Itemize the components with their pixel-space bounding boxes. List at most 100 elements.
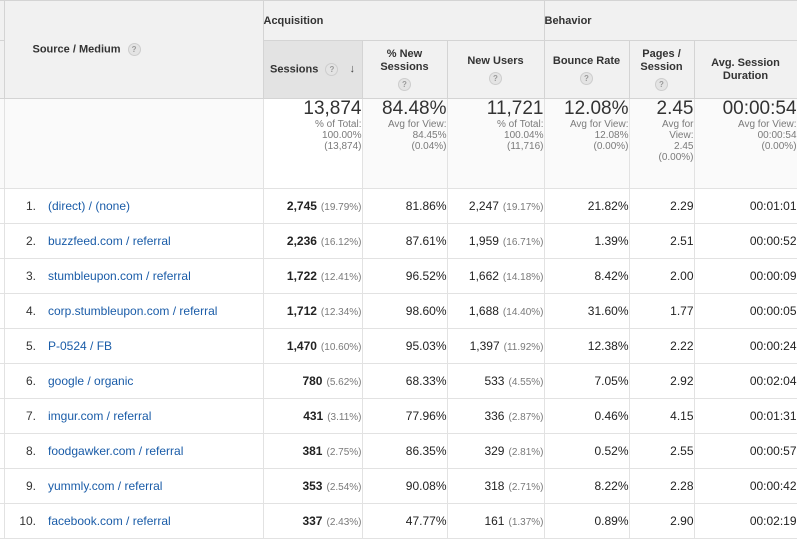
bounce-rate-column-header[interactable]: Bounce Rate ? (543, 40, 630, 99)
pct-new-sessions-cell: 86.35% (361, 433, 448, 469)
avg-session-duration-cell: 00:00:24 (693, 328, 797, 364)
sessions-cell: 1,722 (12.41%) (262, 258, 363, 294)
totals-pages-session: 2.45 Avg for View: 2.45 (0.00%) (628, 98, 695, 189)
table-row[interactable]: 5. P-0524 / FB 1,470 (10.60%) 95.03% 1,397 (11… (0, 328, 797, 364)
new-users-cell: 161 (1.37%) (446, 503, 545, 539)
source-medium-link[interactable]: google / organic (48, 374, 134, 388)
source-medium-link[interactable]: P-0524 / FB (48, 339, 113, 353)
sessions-percent: (12.41%) (320, 272, 362, 283)
help-icon[interactable]: ? (489, 71, 502, 85)
new-users-cell: 1,662 (14.18%) (446, 258, 545, 294)
pct-new-sessions-cell: 77.96% (361, 398, 448, 434)
table-row[interactable]: 3. stumbleupon.com / referral 1,722 (12.41%… (0, 258, 797, 294)
avg-session-duration-cell: 00:01:01 (693, 188, 797, 224)
new-users-percent: (14.40%) (502, 307, 544, 318)
pct-new-sessions-cell: 95.03% (361, 328, 448, 364)
table-row[interactable]: 8. foodgawker.com / referral 381 (2.75%) 86.… (0, 433, 797, 469)
table-row[interactable]: 4. corp.stumbleupon.com / referral 1,712 (1… (0, 293, 797, 329)
pct-new-sessions-cell: 90.08% (361, 468, 448, 504)
sessions-cell: 2,745 (19.79%) (262, 188, 363, 224)
help-icon[interactable]: ? (655, 78, 668, 91)
pct-new-sessions-column-header[interactable]: % New Sessions ? (361, 40, 448, 99)
table-row[interactable]: 7. imgur.com / referral 431 (3.11%) 77.96% 33… (0, 398, 797, 434)
new-users-percent: (14.18%) (502, 272, 544, 283)
help-icon[interactable]: ? (580, 71, 593, 85)
bounce-rate-cell: 21.82% (543, 188, 630, 224)
source-medium-link[interactable]: stumbleupon.com / referral (48, 269, 191, 283)
sessions-cell: 353 (2.54%) (262, 468, 363, 504)
source-medium-header[interactable]: Source / Medium ? (3, 0, 264, 99)
source-medium-link[interactable]: corp.stumbleupon.com / referral (48, 304, 218, 318)
source-medium-cell: google / organic (36, 363, 264, 399)
new-users-column-header[interactable]: New Users ? (446, 40, 545, 99)
pages-session-cell: 1.77 (628, 293, 695, 329)
sessions-percent: (16.12%) (320, 237, 362, 248)
acquisition-group-header: Acquisition (262, 0, 545, 41)
avg-session-duration-cell: 00:01:31 (693, 398, 797, 434)
behavior-group-header: Behavior (543, 0, 797, 41)
new-users-percent: (4.55%) (508, 377, 544, 388)
bounce-rate-cell: 0.89% (543, 503, 630, 539)
row-index: 9. (3, 468, 36, 504)
table-row[interactable]: 6. google / organic 780 (5.62%) 68.33% 533 (4.… (0, 363, 797, 399)
totals-sessions: 13,874 % of Total: 100.00% (13,874) (262, 98, 363, 189)
sessions-percent: (3.11%) (327, 412, 362, 423)
source-medium-cell: stumbleupon.com / referral (36, 258, 264, 294)
row-index: 1. (3, 188, 36, 224)
source-medium-link[interactable]: imgur.com / referral (48, 409, 152, 423)
source-medium-cell: P-0524 / FB (36, 328, 264, 364)
sessions-column-header[interactable]: Sessions ? ↓ (262, 40, 363, 99)
pages-session-cell: 2.51 (628, 223, 695, 259)
source-medium-link[interactable]: buzzfeed.com / referral (48, 234, 171, 248)
pct-new-sessions-cell: 87.61% (361, 223, 448, 259)
sessions-percent: (19.79%) (320, 202, 362, 213)
sessions-percent: (2.43%) (326, 517, 362, 528)
new-users-percent: (1.37%) (508, 517, 544, 528)
source-medium-cell: buzzfeed.com / referral (36, 223, 264, 259)
avg-session-duration-cell: 00:00:57 (693, 433, 797, 469)
table-row[interactable]: 1. (direct) / (none) 2,745 (19.79%) 81.86% 2,… (0, 188, 797, 224)
sessions-cell: 337 (2.43%) (262, 503, 363, 539)
row-index: 7. (3, 398, 36, 434)
sessions-percent: (10.60%) (320, 342, 362, 353)
row-index: 8. (3, 433, 36, 469)
source-medium-link[interactable]: foodgawker.com / referral (48, 444, 184, 458)
new-users-percent: (2.81%) (508, 447, 544, 458)
pages-session-column-header[interactable]: Pages / Session ? (628, 40, 695, 99)
pages-session-cell: 2.29 (628, 188, 695, 224)
new-users-cell: 336 (2.87%) (446, 398, 545, 434)
table-row[interactable]: 9. yummly.com / referral 353 (2.54%) 90.08% 3… (0, 468, 797, 504)
table-row[interactable]: 10. facebook.com / referral 337 (2.43%) 47.7… (0, 503, 797, 539)
new-users-percent: (2.71%) (508, 482, 544, 493)
sessions-cell: 2,236 (16.12%) (262, 223, 363, 259)
help-icon[interactable]: ? (127, 43, 141, 56)
row-index: 4. (3, 293, 36, 329)
header-gutter-2 (0, 40, 5, 99)
table-row[interactable]: 2. buzzfeed.com / referral 2,236 (16.12%) 87… (0, 223, 797, 259)
source-medium-cell: (direct) / (none) (36, 188, 264, 224)
pct-new-sessions-cell: 96.52% (361, 258, 448, 294)
source-medium-link[interactable]: facebook.com / referral (48, 514, 171, 528)
bounce-rate-cell: 0.46% (543, 398, 630, 434)
new-users-percent: (2.87%) (508, 412, 544, 423)
new-users-percent: (19.17%) (502, 202, 544, 213)
source-medium-link[interactable]: (direct) / (none) (48, 199, 131, 213)
row-index: 2. (3, 223, 36, 259)
help-icon[interactable]: ? (398, 78, 411, 91)
avg-session-duration-cell: 00:00:52 (693, 223, 797, 259)
sessions-cell: 780 (5.62%) (262, 363, 363, 399)
pages-session-cell: 2.00 (628, 258, 695, 294)
avg-session-duration-column-header[interactable]: Avg. Session Duration (693, 40, 797, 99)
new-users-cell: 318 (2.71%) (446, 468, 545, 504)
sort-descending-icon[interactable]: ↓ (349, 62, 355, 75)
row-index: 3. (3, 258, 36, 294)
bounce-rate-cell: 31.60% (543, 293, 630, 329)
help-icon[interactable]: ? (325, 62, 339, 76)
pct-new-sessions-cell: 68.33% (361, 363, 448, 399)
row-index: 6. (3, 363, 36, 399)
source-medium-cell: foodgawker.com / referral (36, 433, 264, 469)
bounce-rate-cell: 8.42% (543, 258, 630, 294)
source-medium-link[interactable]: yummly.com / referral (48, 479, 163, 493)
bounce-rate-cell: 12.38% (543, 328, 630, 364)
